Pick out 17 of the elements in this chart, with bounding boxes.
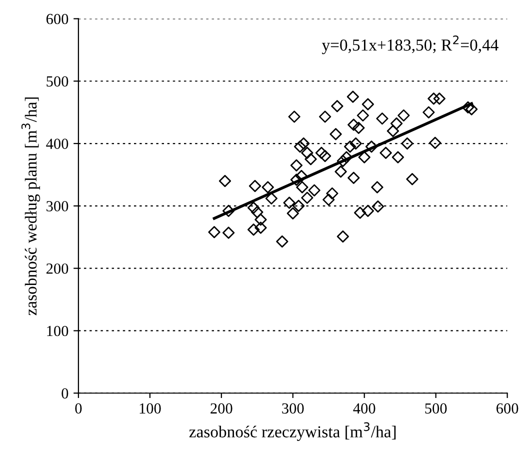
x-tick-label: 600: [496, 403, 518, 414]
x-tick-label: 400: [353, 403, 376, 414]
y-axis-title: zasobność według planu [m$^{3}$/ha]: [21, 97, 40, 316]
annotation: y=0,51x+183,50; R$^{2}$=0,44: [322, 36, 498, 54]
y-tick-label: 600: [46, 14, 68, 24]
y-tick-label: 0: [62, 388, 68, 399]
y-tick-label: 300: [46, 201, 68, 212]
y-tick-label: 500: [46, 76, 68, 87]
x-tick-label: 500: [425, 403, 447, 414]
x-tick-label: 100: [140, 403, 161, 414]
x-tick-label: 0: [75, 403, 82, 414]
y-tick-label: 200: [46, 263, 68, 274]
x-axis-title: zasobność rzeczywista [m$^{3}$/ha]: [189, 422, 396, 441]
y-tick-label: 100: [47, 326, 68, 336]
x-tick-label: 200: [210, 403, 232, 414]
x-tick-label: 300: [282, 403, 304, 414]
y-tick-label: 400: [46, 138, 68, 149]
